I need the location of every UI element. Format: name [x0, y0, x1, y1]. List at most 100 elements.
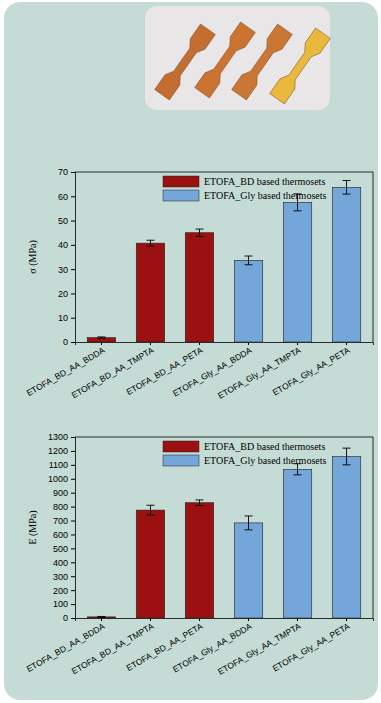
y-tick-mark — [71, 618, 75, 619]
x-tick: ETOFA_Gly_AA_TMPTA — [216, 618, 303, 677]
chart: 010203040506070ETOFA_BD_AA_BDDAETOFA_BD_… — [25, 167, 374, 400]
y-tick-label: 1200 — [48, 446, 68, 456]
x-tick-label: ETOFA_Gly_AA_TMPTA — [216, 345, 303, 401]
y-tick-label: 70 — [58, 167, 68, 177]
error-bar — [245, 516, 253, 530]
plot-marks — [87, 181, 360, 343]
bar — [136, 510, 164, 618]
y-tick-mark — [71, 507, 75, 508]
photo-background — [145, 6, 330, 110]
y-tick: 1000 — [48, 474, 75, 484]
legend-label: ETOFA_BD based thermosets — [204, 176, 325, 187]
error-stem — [346, 181, 347, 195]
figure: 010203040506070ETOFA_BD_AA_BDDAETOFA_BD_… — [0, 0, 381, 703]
error-cap — [195, 505, 203, 506]
error-cap — [195, 499, 203, 500]
y-tick-label: 500 — [53, 544, 68, 554]
error-bar — [343, 448, 351, 465]
y-tick-label: 100 — [53, 599, 68, 609]
bar — [283, 202, 311, 342]
legend-swatch — [163, 176, 199, 187]
x-tick: ETOFA_Gly_AA_BDDA — [171, 342, 254, 399]
y-tick: 0 — [63, 613, 75, 623]
x-tick-label: ETOFA_Gly_AA_PETA — [271, 345, 352, 398]
y-tick-mark — [71, 590, 75, 591]
frame-top — [75, 437, 373, 438]
error-stem — [150, 240, 151, 246]
x-tick-label: ETOFA_Gly_AA_BDDA — [171, 345, 254, 399]
x-axis: ETOFA_BD_AA_BDDAETOFA_BD_AA_TMPTAETOFA_B… — [25, 618, 374, 677]
y-tick: 1200 — [48, 446, 75, 456]
error-stem — [199, 229, 200, 236]
y-tick: 100 — [53, 599, 75, 609]
bar — [136, 243, 164, 342]
y-tick: 10 — [58, 313, 75, 323]
error-cap — [343, 464, 351, 465]
y-tick: 1300 — [48, 432, 75, 442]
y-tick-mark — [71, 437, 75, 438]
error-cap — [245, 256, 253, 257]
y-tick-mark — [71, 493, 75, 494]
y-tick-mark — [71, 245, 75, 246]
y-axis-title: σ (MPa) — [27, 240, 39, 273]
y-tick-mark — [71, 534, 75, 535]
error-bar — [195, 500, 203, 506]
y-tick: 50 — [58, 216, 75, 226]
error-cap — [294, 210, 302, 211]
legend-swatch — [163, 441, 199, 452]
error-bar — [343, 181, 351, 195]
x-tick-label: ETOFA_BD_AA_TMPTA — [70, 621, 156, 676]
y-tick-label: 0 — [63, 337, 68, 347]
y-tick: 900 — [53, 488, 75, 498]
x-axis-line — [76, 343, 374, 346]
y-tick: 700 — [53, 516, 75, 526]
error-cap — [97, 617, 105, 618]
error-stem — [346, 448, 347, 465]
y-tick-label: 30 — [58, 265, 68, 275]
error-bar — [97, 337, 105, 338]
y-tick: 800 — [53, 502, 75, 512]
plot-marks — [87, 448, 360, 618]
frame-right — [373, 437, 374, 618]
y-tick-mark — [71, 562, 75, 563]
x-tick: ETOFA_BD_AA_TMPTA — [70, 342, 156, 400]
error-cap — [97, 336, 105, 337]
error-cap — [146, 505, 154, 506]
y-tick: 20 — [58, 289, 75, 299]
y-tick-label: 20 — [58, 289, 68, 299]
x-tick-label: ETOFA_BD_AA_TMPTA — [70, 345, 156, 400]
y-tick-mark — [71, 576, 75, 577]
error-stem — [199, 500, 200, 506]
y-tick-mark — [71, 172, 75, 173]
error-cap — [343, 448, 351, 449]
error-cap — [245, 264, 253, 265]
y-tick-label: 10 — [58, 313, 68, 323]
y-tick-mark — [71, 479, 75, 480]
y-tick: 200 — [53, 586, 75, 596]
error-cap — [146, 246, 154, 247]
y-tick-mark — [71, 342, 75, 343]
x-tick-label: ETOFA_Gly_AA_PETA — [271, 621, 352, 674]
x-tick-label: ETOFA_BD_AA_PETA — [124, 621, 204, 673]
error-stem — [150, 505, 151, 515]
x-axis-line — [76, 619, 374, 622]
y-tick-mark — [71, 548, 75, 549]
y-tick: 70 — [58, 167, 75, 177]
y-tick: 1100 — [49, 460, 75, 470]
x-tick: ETOFA_Gly_AA_BDDA — [171, 618, 254, 675]
error-stem — [248, 516, 249, 530]
y-tick-label: 50 — [58, 216, 68, 226]
bar — [234, 523, 262, 618]
y-axis: 0100200300400500600700800900100011001200… — [48, 432, 76, 623]
x-tick: ETOFA_Gly_AA_TMPTA — [216, 342, 303, 401]
error-bar — [97, 616, 105, 618]
error-cap — [195, 236, 203, 237]
y-tick: 500 — [53, 544, 75, 554]
y-axis-line — [71, 438, 76, 619]
error-cap — [195, 229, 203, 230]
y-tick-label: 600 — [53, 530, 68, 540]
specimen — [270, 28, 331, 104]
error-stem — [248, 256, 249, 265]
legend-label: ETOFA_BD based thermosets — [204, 441, 325, 452]
x-tick: ETOFA_BD_AA_BDDA — [25, 342, 107, 398]
